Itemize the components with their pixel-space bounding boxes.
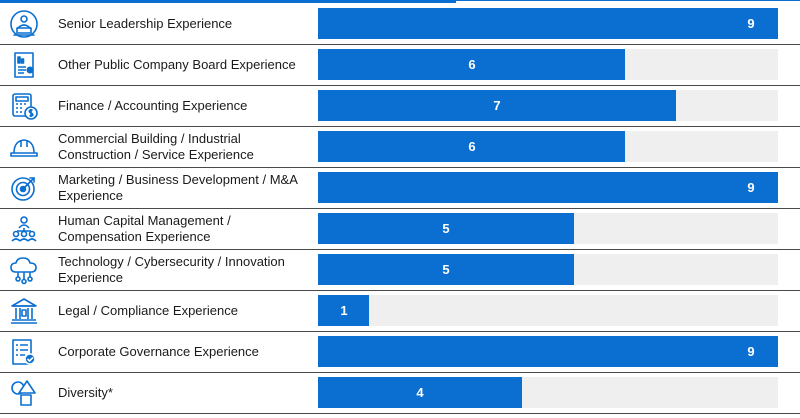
category-label: Human Capital Management / Compensation … [58,213,231,244]
category-label: Senior Leadership Experience [58,16,233,31]
bar-track: 4 [318,377,778,408]
bar [318,295,369,326]
bar-value-label: 9 [747,16,755,31]
bar-value-label: 9 [747,344,755,359]
bar [318,336,778,367]
bar-value-label: 6 [468,57,476,72]
chart-row: Commercial Building / Industrial Constru… [0,127,800,168]
shapes-icon [8,377,40,409]
chart-row: Human Capital Management / Compensation … [0,209,800,250]
hard-hat-icon [8,131,40,163]
bar [318,172,778,203]
bar [318,131,625,162]
report-chart-icon [8,49,40,81]
bar-track: 7 [318,90,778,121]
chart-row: Finance / Accounting Experience 7 [0,86,800,127]
bar [318,377,522,408]
chart-row: Technology / Cybersecurity / Innovation … [0,250,800,291]
chart-row: Marketing / Business Development / M&A E… [0,168,800,209]
bar [318,8,778,39]
category-label: Other Public Company Board Experience [58,57,296,72]
chart-row: Other Public Company Board Experience 6 [0,45,800,86]
skills-bar-chart: Senior Leadership Experience 9 Other Publi… [0,4,800,416]
category-label: Technology / Cybersecurity / Innovation … [58,254,285,285]
bar [318,49,625,80]
category-label: Legal / Compliance Experience [58,303,238,318]
checklist-icon [8,336,40,368]
bar-track: 9 [318,336,778,367]
top-rule-thin [456,0,800,1]
bar [318,213,574,244]
bar-track: 1 [318,295,778,326]
bar-value-label: 9 [747,180,755,195]
people-group-icon [8,213,40,245]
target-icon [8,172,40,204]
bar-track: 9 [318,172,778,203]
category-label: Marketing / Business Development / M&A E… [58,172,298,203]
bar-track: 9 [318,8,778,39]
calculator-dollar-icon [8,90,40,122]
bar-value-label: 5 [442,221,450,236]
bar-value-label: 5 [442,262,450,277]
courthouse-icon [8,295,40,327]
chart-row: Diversity* 4 [0,373,800,414]
chart-row: Legal / Compliance Experience 1 [0,291,800,332]
bar-track: 5 [318,254,778,285]
bar [318,254,574,285]
bar-value-label: 6 [468,139,476,154]
top-rule [0,0,800,4]
chart-row: Senior Leadership Experience 9 [0,4,800,45]
category-label: Diversity* [58,385,113,400]
category-label: Commercial Building / Industrial Constru… [58,131,254,162]
bar-value-label: 7 [493,98,501,113]
chart-row: Corporate Governance Experience 9 [0,332,800,373]
bar-track: 6 [318,131,778,162]
bar-value-label: 4 [416,385,424,400]
bar-track: 5 [318,213,778,244]
leader-podium-icon [8,8,40,40]
category-label: Corporate Governance Experience [58,344,259,359]
bar-value-label: 1 [340,303,348,318]
bar [318,90,676,121]
cloud-network-icon [8,254,40,286]
category-label: Finance / Accounting Experience [58,98,248,113]
top-rule-accent [0,0,456,3]
bar-track: 6 [318,49,778,80]
